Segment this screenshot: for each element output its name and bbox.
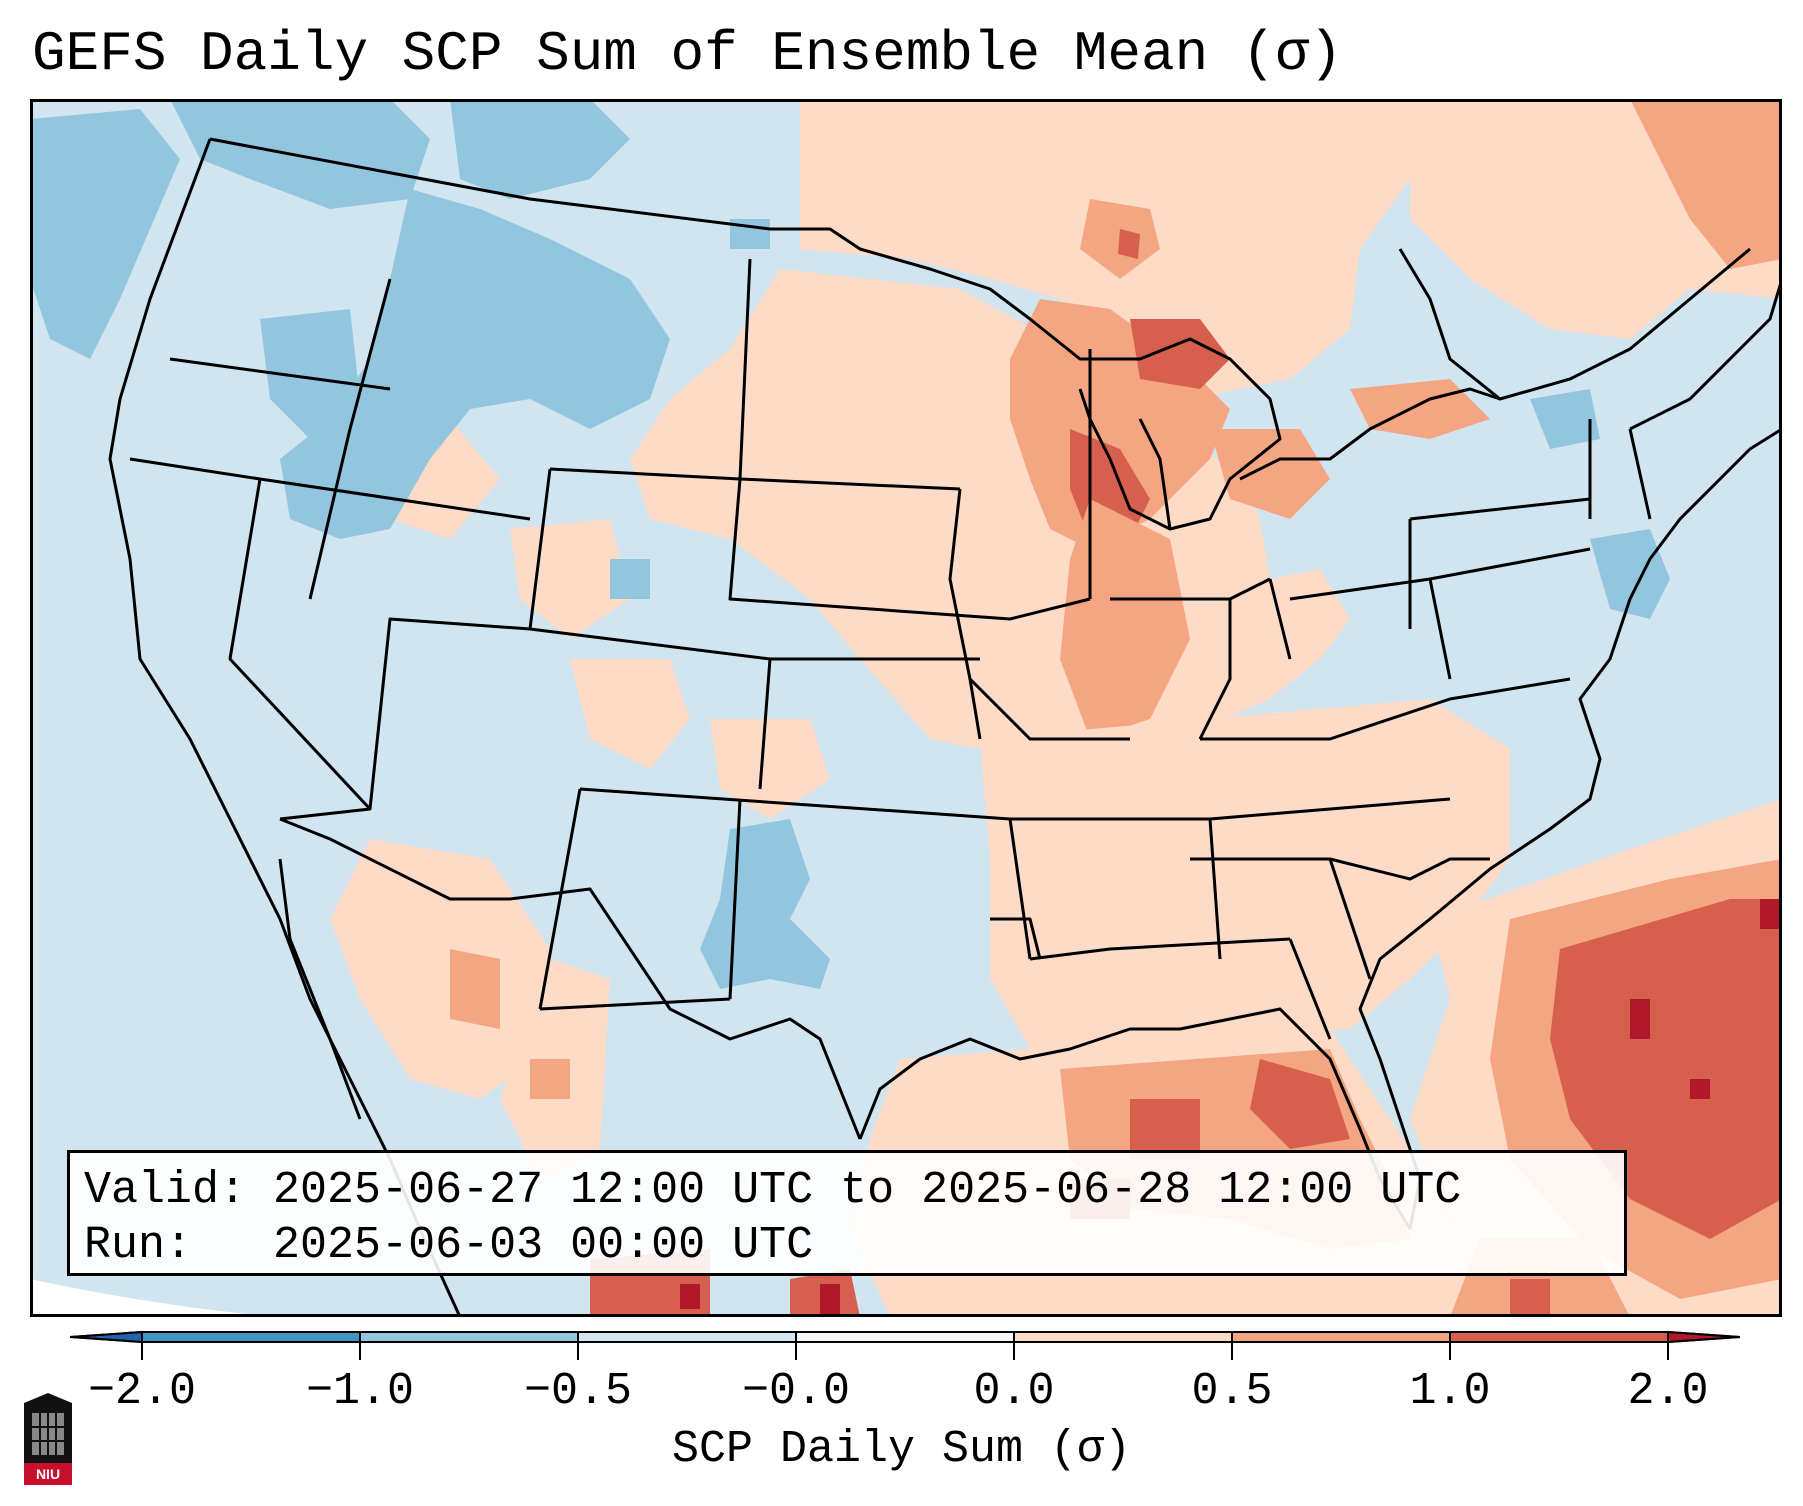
logo-text: NIU	[35, 1466, 61, 1482]
negative-anomaly-layer	[30, 99, 1670, 989]
run-time: 2025-06-03 00:00 UTC	[273, 1220, 814, 1271]
colorbar-tick-label: 0.5	[1191, 1366, 1273, 1417]
colorbar-tick-label: −1.0	[305, 1366, 415, 1417]
niu-logo	[24, 1393, 72, 1485]
colorbar-bin	[1450, 1332, 1668, 1342]
colorbar-bin	[360, 1332, 578, 1342]
colorbar-bin	[578, 1332, 796, 1342]
colorbar-bin	[1014, 1332, 1232, 1342]
colorbar-tick-label: −2.0	[87, 1366, 197, 1417]
valid-run-info-box: Valid: 2025-06-27 12:00 UTC to 2025-06-2…	[67, 1150, 1627, 1276]
map-title: GEFS Daily SCP Sum of Ensemble Mean (σ)	[32, 22, 1343, 86]
colorbar-bin	[796, 1332, 1014, 1342]
valid-time: 2025-06-27 12:00 UTC to 2025-06-28 12:00…	[273, 1165, 1462, 1216]
colorbar-tick-label: 2.0	[1627, 1366, 1709, 1417]
colorbar-tick-label: −0.5	[523, 1366, 633, 1417]
run-label: Run:	[84, 1220, 193, 1271]
colorbar-bin	[142, 1332, 360, 1342]
valid-label: Valid:	[84, 1165, 247, 1216]
map-frame	[30, 99, 1782, 1317]
projection-edge	[30, 1279, 630, 1317]
colorbar-tick-label: −0.0	[741, 1366, 851, 1417]
colorbar	[70, 1330, 1740, 1360]
boundaries	[108, 137, 1782, 1317]
colorbar-bin	[1232, 1332, 1450, 1342]
colorbar-label: SCP Daily Sum (σ)	[671, 1424, 1132, 1475]
colorbar-tick-label: 0.0	[973, 1366, 1055, 1417]
colorbar-tick-label: 1.0	[1409, 1366, 1491, 1417]
scp-map	[30, 99, 1782, 1317]
